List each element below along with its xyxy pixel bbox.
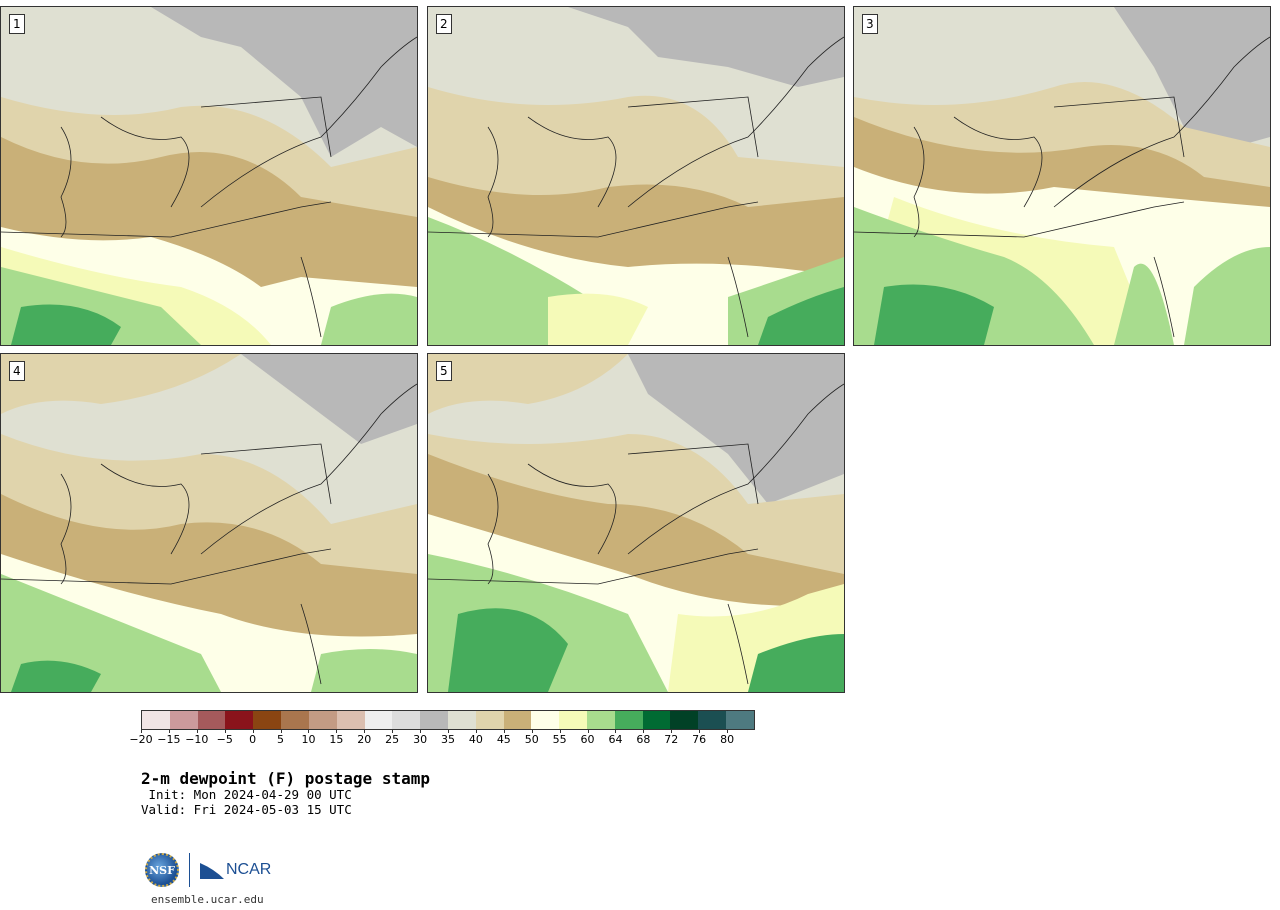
colorbar-tick [559,729,561,733]
colorbar [141,710,755,730]
colorbar-tick [615,729,617,733]
colorbar-swatch [364,711,393,729]
dewpoint-map-4 [1,354,417,692]
colorbar-swatch [726,711,754,729]
colorbar-tick [168,729,170,733]
nsf-logo-icon: NSF [145,853,179,887]
colorbar-tick [392,729,394,733]
valid-time: Valid: Fri 2024-05-03 15 UTC [141,802,352,817]
colorbar-swatch [420,711,448,729]
colorbar-tick [699,729,701,733]
panel-number: 1 [9,14,25,34]
colorbar-ticks [141,729,755,733]
colorbar-tick [336,729,338,733]
colorbar-swatch [642,711,671,729]
panel-number: 5 [436,361,452,381]
ncar-mark-icon [200,863,224,879]
map-panel-4: 4 [0,353,418,693]
colorbar-swatch [503,711,532,729]
colorbar-tick-label: 45 [496,733,511,746]
colorbar-tick [448,729,449,733]
colorbar-swatch [169,711,198,729]
colorbar-tick-label: 80 [720,733,735,746]
colorbar-tick-label: 10 [301,733,316,746]
colorbar-tick [531,729,533,733]
colorbar-tick [643,729,645,733]
colorbar-tick-label: 5 [277,733,285,746]
panel-number: 2 [436,14,452,34]
colorbar-tick [671,729,673,733]
colorbar-swatch [447,711,476,729]
colorbar-tick [503,729,505,733]
dewpoint-map-1 [1,7,417,345]
colorbar-swatch [614,711,643,729]
colorbar-tick-label: 40 [468,733,483,746]
colorbar-swatch [142,711,170,729]
colorbar-tick-label: 0 [249,733,257,746]
map-panel-5: 5 [427,353,845,693]
colorbar-swatch [308,711,337,729]
colorbar-tick-label: 30 [413,733,428,746]
colorbar-tick [364,729,366,733]
panel-number: 4 [9,361,25,381]
colorbar-swatch [197,711,226,729]
colorbar-tick [224,729,226,733]
colorbar-tick-label: −20 [129,733,153,746]
dewpoint-map-3 [854,7,1270,345]
colorbar-labels: −20 −15 −10 −5 0 5 10 15 20 25 30 35 40 45 50 55 60 64 68 7… [129,733,755,749]
colorbar-tick-label: 68 [636,733,651,746]
colorbar-swatch [475,711,504,729]
colorbar-tick [475,729,477,733]
logos: NSF NCAR [145,851,271,889]
colorbar-tick-label: −15 [157,733,181,746]
logo-divider [189,853,190,887]
colorbar-tick-label: −5 [216,733,233,746]
colorbar-swatch [559,711,587,729]
colorbar-tick [196,729,198,733]
colorbar-tick-label: 60 [580,733,595,746]
dewpoint-map-2 [428,7,844,345]
colorbar-tick [308,729,310,733]
colorbar-tick-label: 35 [441,733,455,746]
colorbar-tick [252,729,254,733]
map-panel-1: 1 [0,6,418,346]
site-url[interactable]: ensemble.ucar.edu [151,893,264,906]
ncar-wordmark: NCAR [226,861,272,878]
map-panel-3: 3 [853,6,1271,346]
colorbar-tick-label: 25 [385,733,400,746]
dewpoint-map-5 [428,354,844,692]
colorbar-swatch [225,711,254,729]
colorbar-swatch [531,711,560,729]
colorbar-tick-label: 64 [608,733,623,746]
colorbar-tick [141,729,142,733]
colorbar-tick-label: −10 [185,733,209,746]
colorbar-swatch [670,711,699,729]
colorbar-tick [727,729,729,733]
colorbar-tick-label: 15 [329,733,344,746]
colorbar-swatch [698,711,727,729]
colorbar-swatch [587,711,615,729]
colorbar-tick-label: 72 [664,733,679,746]
chart-title: 2-m dewpoint (F) postage stamp [141,769,430,788]
colorbar-swatch [281,711,309,729]
colorbar-tick [587,729,589,733]
panel-number: 3 [862,14,878,34]
ncar-logo: NCAR [200,861,271,879]
colorbar-tick-label: 76 [692,733,707,746]
map-panel-2: 2 [427,6,845,346]
colorbar-tick [280,729,282,733]
colorbar-tick-label: 50 [524,733,539,746]
colorbar-tick-label: 55 [552,733,567,746]
init-time: Init: Mon 2024-04-29 00 UTC [141,787,352,802]
colorbar-swatch [253,711,282,729]
colorbar-swatch [336,711,365,729]
colorbar-tick [420,729,422,733]
colorbar-tick-label: 20 [357,733,372,746]
colorbar-swatch [392,711,421,729]
